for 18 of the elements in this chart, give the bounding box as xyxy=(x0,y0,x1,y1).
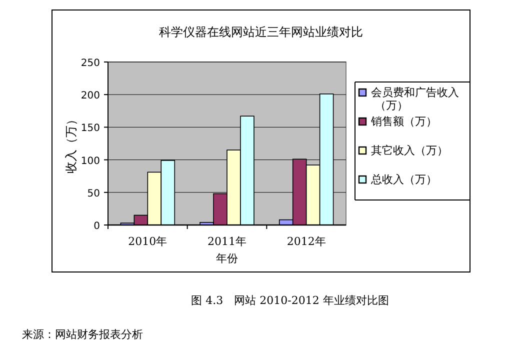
legend-label: 会员费和广告收入（万） xyxy=(371,86,459,112)
x-tick-label: 2011年 xyxy=(208,235,246,248)
y-tick-label: 100 xyxy=(80,156,100,167)
y-tick-label: 150 xyxy=(80,123,100,134)
y-tick-label: 50 xyxy=(87,188,100,200)
chart-title: 科学仪器在线网站近三年网站业绩对比 xyxy=(159,25,363,39)
source-note: 来源：网站财务报表分析 xyxy=(22,328,143,341)
y-tick-label: 250 xyxy=(80,58,100,69)
y-tick-label: 0 xyxy=(94,221,100,232)
legend-label: 其它收入（万） xyxy=(371,144,448,157)
x-tick-label: 2012年 xyxy=(286,235,326,248)
y-axis-title: 收入（万） xyxy=(64,114,78,174)
caption: 图 4.3 网站 2010-2012 年业绩对比图 xyxy=(191,294,389,307)
x-tick-label: 2010年 xyxy=(128,235,168,248)
legend-label: 销售额（万） xyxy=(370,115,437,128)
x-axis-title: 年份 xyxy=(216,252,238,265)
legend-label: 总收入（万） xyxy=(370,173,437,186)
y-tick-label: 200 xyxy=(80,90,100,102)
